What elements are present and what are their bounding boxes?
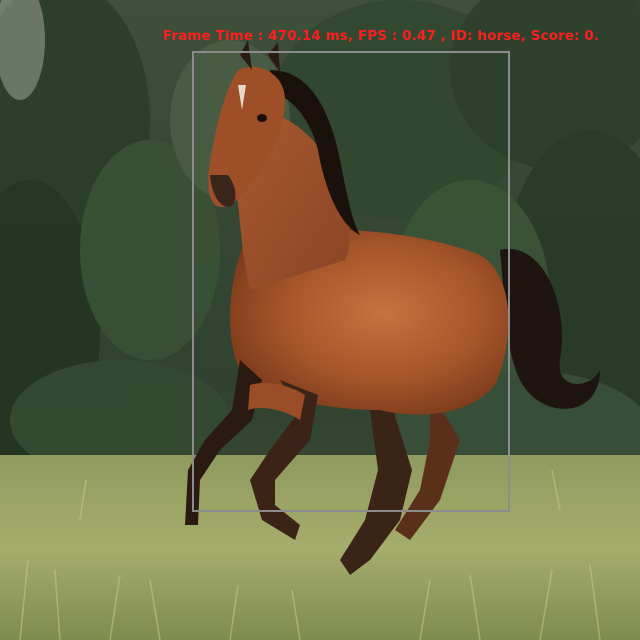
horse-ear-right — [268, 42, 280, 72]
horse-muzzle — [210, 175, 236, 207]
horse-tail — [500, 248, 600, 409]
horse-head — [208, 66, 285, 208]
horse-body — [230, 229, 509, 415]
detection-label: Frame Time : 470.14 ms, FPS : 0.47 , ID:… — [163, 28, 600, 44]
horse-ear-left — [240, 40, 252, 70]
horse-eye — [257, 114, 267, 122]
horse-blaze — [238, 85, 246, 110]
horse-mane — [270, 70, 360, 235]
horse-hind-leg-right — [395, 390, 460, 540]
detection-bounding-box — [192, 51, 510, 512]
horse-front-leg-left — [185, 360, 262, 525]
grass-blades — [19, 469, 601, 640]
meadow — [0, 455, 640, 640]
horse-hind-leg-left — [340, 400, 412, 575]
horse-front-leg-right — [250, 380, 318, 540]
horse-chest — [248, 383, 305, 420]
